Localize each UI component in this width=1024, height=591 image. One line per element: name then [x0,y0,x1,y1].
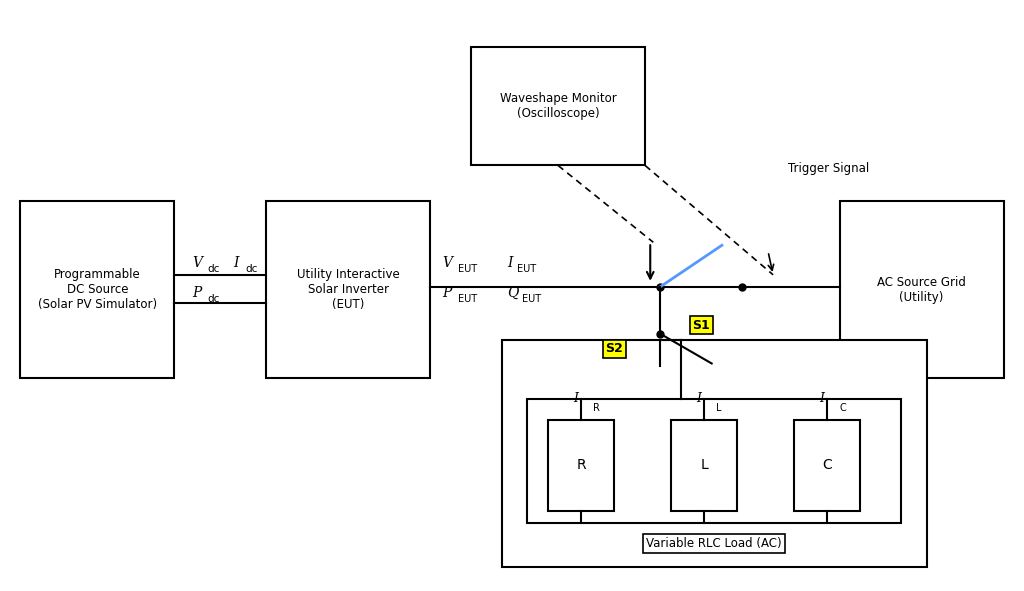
Bar [471,47,645,165]
Text: EUT: EUT [517,264,537,274]
Text: Utility Interactive
Solar Inverter
(EUT): Utility Interactive Solar Inverter (EUT) [297,268,399,311]
Text: I: I [819,392,823,405]
Bar [840,201,1004,378]
Text: C: C [822,459,831,472]
Text: L: L [700,459,708,472]
Text: EUT: EUT [458,294,477,304]
Text: C: C [840,402,846,413]
Text: I: I [573,392,578,405]
Text: Trigger Signal: Trigger Signal [788,162,869,175]
Bar [20,201,174,378]
Text: Programmable
DC Source
(Solar PV Simulator): Programmable DC Source (Solar PV Simulat… [38,268,157,311]
Text: P: P [193,286,202,300]
Text: dc: dc [208,264,220,274]
Text: I: I [233,256,239,270]
Text: EUT: EUT [458,264,477,274]
Text: EUT: EUT [522,294,542,304]
Text: I: I [507,256,512,270]
Bar [794,420,860,511]
Text: L: L [717,402,722,413]
Text: I: I [696,392,700,405]
Bar [548,420,614,511]
Text: V: V [193,256,203,270]
Text: P: P [442,286,452,300]
Text: dc: dc [246,264,258,274]
Text: R: R [577,459,586,472]
Text: AC Source Grid
(Utility): AC Source Grid (Utility) [878,275,966,304]
Text: S2: S2 [605,342,624,355]
Bar [527,399,901,523]
Bar [671,420,737,511]
Text: dc: dc [208,294,220,304]
Text: S1: S1 [692,319,711,332]
Bar [266,201,430,378]
Text: V: V [442,256,453,270]
Text: Waveshape Monitor
(Oscilloscope): Waveshape Monitor (Oscilloscope) [500,92,616,121]
Text: Q: Q [507,286,518,300]
Text: Variable RLC Load (AC): Variable RLC Load (AC) [646,537,782,550]
Text: R: R [594,402,600,413]
Bar [502,340,927,567]
